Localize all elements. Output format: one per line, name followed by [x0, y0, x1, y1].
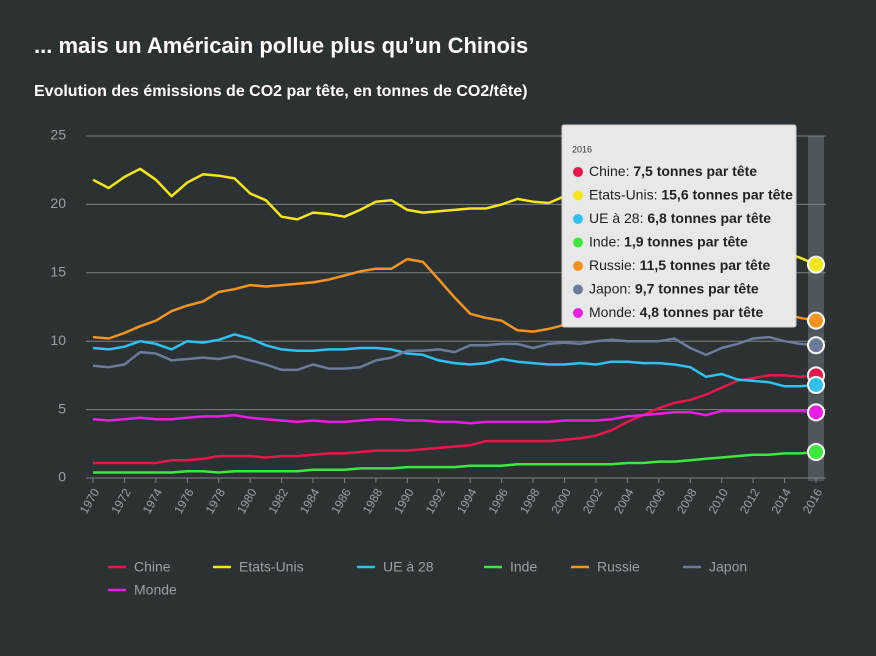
tooltip-title: 2016	[572, 144, 592, 154]
end-point	[807, 336, 825, 355]
y-tick-label: 25	[50, 127, 66, 143]
tooltip-value: 15,6 tonnes par tête	[661, 186, 793, 202]
tooltip-value: 9,7 tonnes par tête	[635, 280, 759, 296]
legend-label: Inde	[510, 559, 537, 575]
y-tick-label: 10	[50, 332, 66, 348]
tooltip-item: Russie: 11,5 tonnes par tête	[589, 257, 771, 273]
legend-label: Etats-Unis	[239, 559, 304, 575]
tooltip-marker	[573, 237, 583, 248]
tooltip-item: UE à 28: 6,8 tonnes par tête	[589, 210, 771, 226]
tooltip: 2016 Chine: 7,5 tonnes par tête Etats-Unis…	[561, 124, 797, 328]
series-line	[93, 450, 817, 474]
end-point	[807, 443, 825, 462]
legend-label: Japon	[709, 559, 747, 575]
tooltip-marker	[573, 308, 583, 318]
tooltip-marker	[573, 167, 583, 177]
tooltip-value: 1,9 tonnes par tête	[624, 233, 748, 249]
tooltip-value: 6,8 tonnes par tête	[647, 210, 771, 226]
legend-label: Chine	[134, 559, 171, 575]
legend-label: Monde	[134, 582, 177, 598]
end-point	[807, 255, 825, 274]
series-line	[92, 409, 817, 425]
tooltip-item: Monde: 4,8 tonnes par tête	[589, 304, 764, 320]
series-line	[93, 374, 817, 465]
tooltip-item: Japon: 9,7 tonnes par tête	[589, 280, 759, 296]
series-line	[92, 333, 817, 388]
tooltip-marker	[573, 214, 583, 224]
tooltip-item: Chine: 7,5 tonnes par tête	[589, 163, 757, 179]
tooltip-marker	[573, 284, 583, 295]
tooltip-name: Russie:	[589, 257, 636, 273]
tooltip-item: Inde: 1,9 tonnes par tête	[589, 233, 748, 249]
y-tick-label: 5	[58, 400, 66, 416]
end-point	[807, 403, 825, 422]
y-tick-label: 20	[50, 195, 66, 211]
y-tick-label: 15	[50, 264, 66, 280]
end-point	[807, 375, 825, 394]
tooltip-marker	[573, 190, 583, 201]
tooltip-value: 7,5 tonnes par tête	[633, 163, 757, 179]
y-tick-label: 0	[58, 469, 66, 485]
tooltip-name: UE à 28:	[589, 210, 643, 226]
tooltip-marker	[573, 261, 583, 271]
end-point	[807, 311, 825, 330]
tooltip-name: Monde:	[589, 304, 636, 320]
tooltip-value: 4,8 tonnes par tête	[640, 304, 764, 320]
tooltip-name: Chine:	[589, 163, 629, 179]
tooltip-box	[561, 124, 797, 328]
tooltip-name: Japon:	[589, 280, 631, 296]
legend-label: UE à 28	[383, 559, 434, 575]
tooltip-value: 11,5 tonnes par tête	[640, 257, 771, 273]
hover-band	[808, 136, 824, 481]
chart-subtitle: Evolution des émissions de CO2 par tête,…	[34, 83, 527, 100]
tooltip-name: Inde:	[589, 233, 620, 249]
series-line	[92, 335, 817, 372]
legend-label: Russie	[597, 559, 640, 575]
tooltip-name: Etats-Unis:	[589, 186, 657, 202]
chart-title: ... mais un Américain pollue plus qu’un …	[34, 33, 528, 58]
tooltip-item: Etats-Unis: 15,6 tonnes par tête	[589, 186, 793, 202]
